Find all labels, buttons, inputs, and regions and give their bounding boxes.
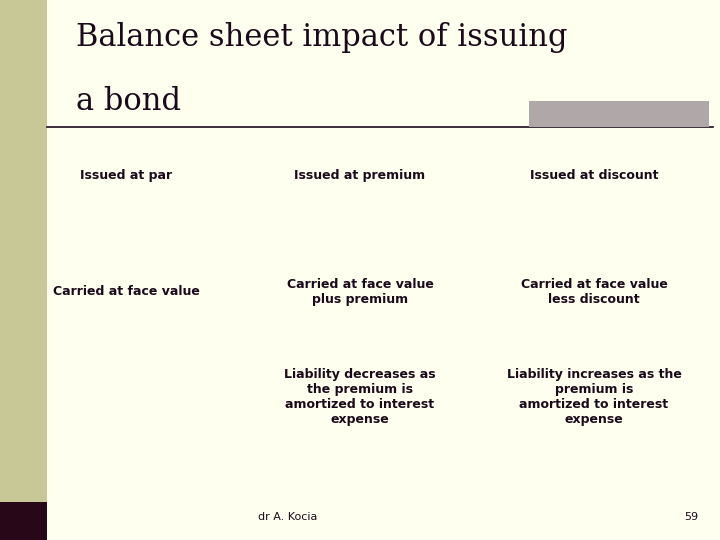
Text: Issued at premium: Issued at premium [294, 169, 426, 182]
FancyBboxPatch shape [529, 101, 709, 127]
Text: Carried at face value: Carried at face value [53, 285, 199, 298]
Text: Liability decreases as
the premium is
amortized to interest
expense: Liability decreases as the premium is am… [284, 368, 436, 426]
Text: Carried at face value
plus premium: Carried at face value plus premium [287, 278, 433, 306]
Text: Issued at par: Issued at par [80, 169, 172, 182]
Text: Balance sheet impact of issuing: Balance sheet impact of issuing [76, 22, 567, 52]
Text: 59: 59 [684, 512, 698, 522]
FancyBboxPatch shape [0, 0, 47, 540]
Text: Liability increases as the
premium is
amortized to interest
expense: Liability increases as the premium is am… [507, 368, 681, 426]
Text: a bond: a bond [76, 86, 181, 117]
Text: dr A. Kocia: dr A. Kocia [258, 512, 318, 522]
Text: Carried at face value
less discount: Carried at face value less discount [521, 278, 667, 306]
Text: Issued at discount: Issued at discount [530, 169, 658, 182]
FancyBboxPatch shape [0, 502, 47, 540]
